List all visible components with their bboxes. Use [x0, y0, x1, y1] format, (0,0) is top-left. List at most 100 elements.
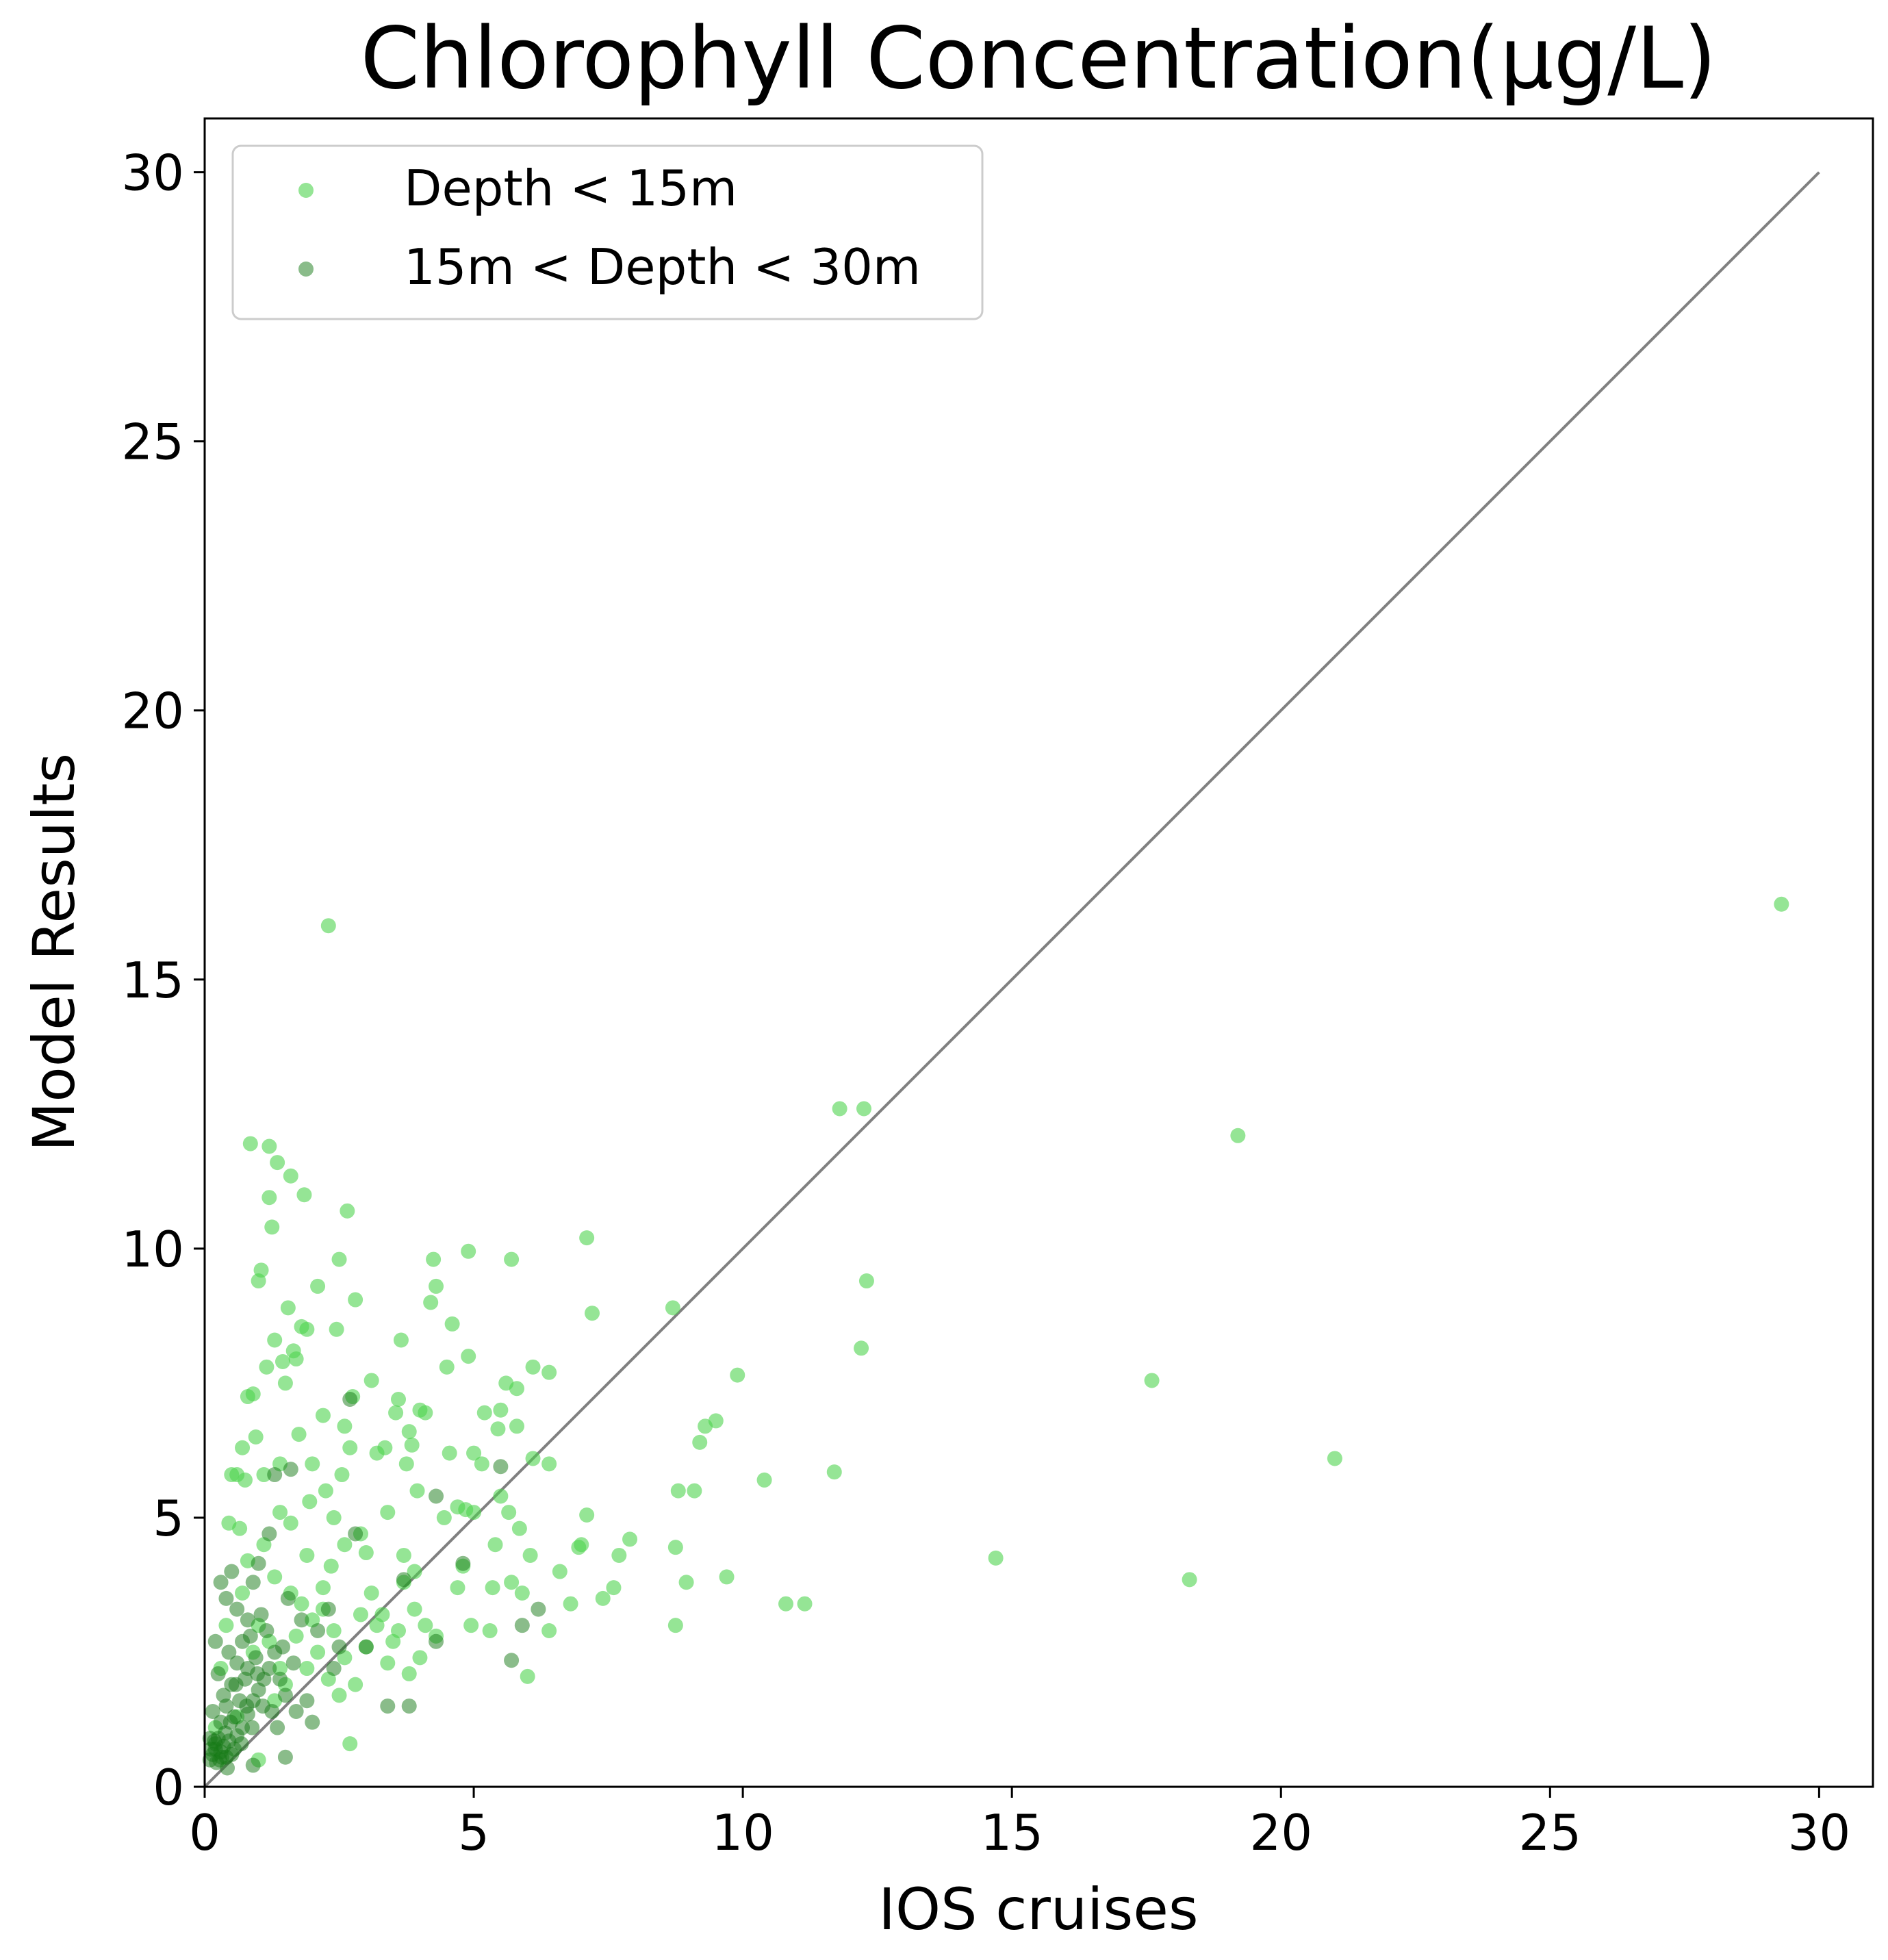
data-point [296, 1187, 312, 1203]
data-point [340, 1203, 355, 1219]
data-point [331, 1639, 347, 1655]
data-point [541, 1456, 557, 1472]
data-point [730, 1367, 745, 1383]
data-point [305, 1714, 320, 1730]
data-point [485, 1580, 500, 1596]
data-point [493, 1402, 509, 1418]
data-point [213, 1575, 229, 1590]
legend-marker-mid-depth [298, 262, 314, 277]
data-point [240, 1389, 255, 1405]
data-point [396, 1547, 411, 1563]
data-point [221, 1515, 237, 1531]
data-point [267, 1569, 283, 1585]
data-point [571, 1540, 587, 1555]
data-point [670, 1483, 686, 1499]
data-point [667, 1618, 683, 1633]
data-point [401, 1698, 417, 1714]
data-point [380, 1698, 396, 1714]
data-point [385, 1633, 401, 1649]
data-point [305, 1456, 320, 1472]
data-point [426, 1251, 442, 1267]
data-point [504, 1653, 520, 1668]
data-point [461, 1349, 476, 1364]
data-point [407, 1564, 422, 1579]
x-tick-label: 20 [1249, 1804, 1312, 1861]
data-point [337, 1418, 353, 1434]
data-point [358, 1545, 374, 1561]
data-point [229, 1601, 245, 1617]
data-point [552, 1564, 567, 1579]
data-point [531, 1601, 546, 1617]
data-point [255, 1698, 270, 1714]
data-point [310, 1623, 326, 1639]
data-point [280, 1300, 296, 1316]
data-point [423, 1295, 439, 1310]
data-point [442, 1445, 457, 1461]
data-point [242, 1136, 258, 1151]
data-point [482, 1623, 498, 1639]
data-point [348, 1677, 363, 1692]
data-point [299, 1547, 315, 1563]
data-point [404, 1437, 420, 1453]
data-point [337, 1537, 353, 1553]
data-point [1327, 1451, 1342, 1466]
data-point [245, 1575, 261, 1590]
y-tick-label: 30 [121, 144, 184, 202]
data-point [283, 1168, 298, 1184]
x-tick-label: 0 [189, 1804, 220, 1861]
data-point [407, 1601, 422, 1617]
data-point [267, 1332, 283, 1348]
data-point [222, 1714, 238, 1730]
data-point [207, 1733, 222, 1749]
data-point [391, 1391, 407, 1407]
data-point [856, 1101, 872, 1117]
data-point [315, 1580, 331, 1596]
data-point [342, 1736, 358, 1752]
data-point [622, 1531, 638, 1547]
x-tick-label: 15 [980, 1804, 1043, 1861]
data-point [239, 1698, 255, 1714]
data-point [251, 1273, 266, 1289]
data-point [224, 1467, 240, 1483]
data-point [277, 1749, 293, 1765]
data-point [504, 1251, 520, 1267]
data-point [261, 1138, 277, 1154]
data-point [342, 1391, 358, 1407]
data-point [251, 1555, 266, 1571]
data-point [541, 1623, 557, 1639]
data-point [476, 1405, 492, 1421]
data-point [493, 1459, 509, 1475]
data-point [1182, 1572, 1197, 1588]
data-point [299, 1661, 315, 1677]
data-point [326, 1623, 342, 1639]
y-tick-label: 25 [121, 413, 184, 471]
data-point [585, 1306, 600, 1321]
data-point [525, 1359, 541, 1375]
data-point [778, 1596, 794, 1612]
data-point [514, 1618, 530, 1633]
data-point [224, 1564, 240, 1579]
data-point [756, 1472, 772, 1488]
data-point [698, 1418, 713, 1434]
data-point [429, 1488, 444, 1504]
data-point [272, 1661, 288, 1677]
plot-frame [203, 117, 1874, 1788]
data-point [436, 1510, 452, 1525]
y-axis-ticks: 0 5 10 15 20 25 30 [121, 144, 205, 1816]
data-point [858, 1273, 874, 1289]
series-1 [202, 1391, 546, 1776]
legend-label-mid-depth: 15m < Depth < 30m [404, 238, 921, 296]
data-point [326, 1510, 342, 1525]
data-point [283, 1462, 298, 1477]
data-point [320, 1601, 336, 1617]
data-point [264, 1219, 280, 1235]
data-point [235, 1585, 251, 1601]
data-point [261, 1661, 277, 1677]
x-tick-label: 10 [711, 1804, 774, 1861]
data-point [348, 1292, 363, 1308]
data-point [667, 1540, 683, 1555]
data-point [261, 1190, 277, 1206]
data-point [253, 1607, 269, 1622]
data-point [461, 1243, 476, 1259]
